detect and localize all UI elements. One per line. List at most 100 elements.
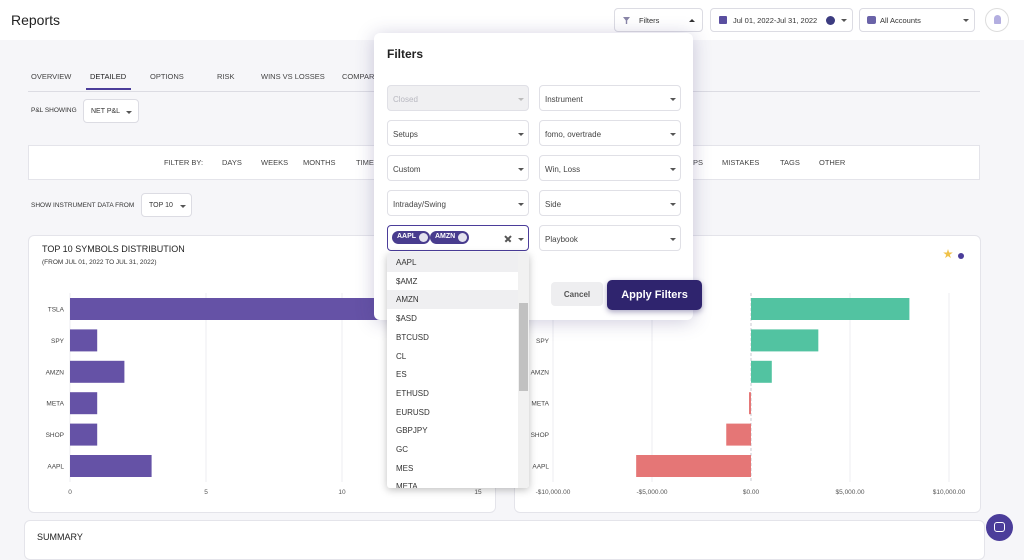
caret (670, 203, 676, 206)
chip-label: AMZN (435, 233, 456, 240)
tab[interactable]: WINS VS LOSSES (261, 72, 325, 81)
chip-remove[interactable] (419, 233, 429, 242)
date-range: Jul 01, 2022-Jul 31, 2022 (733, 16, 818, 25)
bar (70, 455, 152, 477)
instrument-field[interactable]: AAPL AMZN (387, 225, 529, 251)
select-field[interactable]: Playbook (539, 225, 681, 251)
tab[interactable]: OVERVIEW (31, 72, 72, 81)
chart-title: TOP 10 SYMBOLS DISTRIBUTION (42, 244, 185, 254)
filter-item[interactable]: TAGS (780, 158, 800, 167)
y-tick-label: AAPL (47, 464, 64, 471)
tab[interactable]: COMPARE (342, 72, 380, 81)
date-picker[interactable]: Jul 01, 2022-Jul 31, 2022 (710, 8, 853, 32)
calendar-icon (719, 16, 727, 24)
cancel-button[interactable]: Cancel (551, 282, 603, 306)
summary-title: SUMMARY (37, 532, 83, 542)
caret (518, 168, 524, 171)
dropdown-option[interactable]: CL (396, 351, 407, 361)
select-field[interactable]: Custom (387, 155, 529, 181)
dropdown-option[interactable]: GBPJPY (396, 426, 428, 436)
info-dot[interactable] (958, 253, 964, 259)
chat-icon (994, 522, 1005, 532)
scrollbar-thumb[interactable] (519, 303, 528, 391)
y-tick-label: AAPL (532, 464, 549, 471)
select-field[interactable]: Intraday/Swing (387, 190, 529, 216)
chart-subtitle: (FROM JUL 01, 2022 TO JUL 31, 2022) (42, 259, 157, 266)
y-tick-label: AMZN (46, 369, 65, 376)
field-label: Side (545, 200, 562, 209)
caret (841, 19, 847, 22)
field-label: Closed (393, 95, 418, 104)
dropdown-option[interactable]: META (396, 482, 418, 488)
chip-remove[interactable] (458, 233, 468, 242)
tab[interactable]: OPTIONS (150, 72, 184, 81)
field-label: Win, Loss (545, 165, 581, 174)
select-field[interactable]: fomo, overtrade (539, 120, 681, 146)
select-field[interactable]: Side (539, 190, 681, 216)
caret (518, 98, 524, 101)
bar (636, 455, 751, 477)
bell-button[interactable] (985, 8, 1009, 32)
y-tick-label: META (46, 401, 64, 408)
select-field[interactable]: Win, Loss (539, 155, 681, 181)
x-tick-label: 5 (204, 489, 208, 496)
filter-item[interactable]: WEEKS (261, 158, 289, 167)
y-tick-label: SHOP (46, 432, 64, 439)
page-title: Reports (11, 12, 61, 28)
apply-button[interactable]: Apply Filters (607, 280, 702, 310)
dropdown-option[interactable]: AAPL (387, 253, 518, 272)
caret (689, 19, 695, 22)
bar (751, 298, 910, 320)
dropdown-option[interactable]: $AMZ (396, 276, 418, 286)
x-tick-label: $0.00 (743, 489, 760, 496)
chip[interactable]: AMZN (430, 231, 470, 244)
bar (70, 392, 98, 415)
y-tick-label: SPY (536, 338, 550, 345)
caret (670, 98, 676, 101)
bar (70, 329, 98, 352)
dropdown: AAPL $AMZ AMZN $ASD BTCUSD CL ES ETHUSD EURUSD GB… (387, 253, 529, 488)
tab-underline (86, 88, 131, 90)
instrument-value: TOP 10 (149, 202, 173, 209)
dropdown-option[interactable]: ES (396, 370, 407, 380)
caret (180, 205, 186, 208)
x-tick-label: 15 (474, 489, 482, 496)
bell-icon (994, 15, 1001, 24)
filters-button[interactable]: Filters (614, 8, 703, 32)
filter-icon (623, 17, 630, 24)
filter-item[interactable]: MISTAKES (722, 158, 760, 167)
favorite-star[interactable] (943, 249, 953, 259)
dropdown-option[interactable]: GC (396, 445, 408, 454)
caret (963, 19, 969, 22)
tab[interactable]: DETAILED (90, 72, 127, 81)
accounts-select[interactable]: All Accounts (859, 8, 975, 32)
tab[interactable]: RISK (217, 72, 235, 81)
filter-by-label: FILTER BY: (164, 158, 204, 167)
select-field[interactable]: Setups (387, 120, 529, 146)
filter-item[interactable]: OTHER (819, 158, 846, 167)
dropdown-option[interactable]: BTCUSD (396, 332, 429, 342)
y-tick-label: META (531, 401, 549, 408)
dropdown-option[interactable]: EURUSD (396, 407, 430, 417)
pnl-select[interactable]: NET P&L (83, 99, 139, 123)
y-tick-label: SHOP (531, 432, 549, 439)
chat-button[interactable] (986, 514, 1013, 541)
filter-item[interactable]: TIME (356, 158, 374, 167)
field-label: fomo, overtrade (545, 130, 602, 139)
accounts-label: All Accounts (880, 16, 921, 25)
field-label: Custom (393, 165, 421, 174)
dropdown-option[interactable]: MES (396, 463, 414, 473)
filter-item[interactable]: DAYS (222, 158, 242, 167)
x-tick-label: -$10,000.00 (536, 489, 571, 496)
dropdown-option[interactable]: ETHUSD (396, 388, 429, 398)
x-tick-label: $5,000.00 (836, 489, 865, 496)
instrument-select[interactable]: TOP 10 (141, 193, 192, 217)
filter-item[interactable]: MONTHS (303, 158, 336, 167)
dropdown-option[interactable]: AMZN (387, 290, 518, 310)
bar (751, 360, 772, 383)
caret (518, 133, 524, 136)
dropdown-option[interactable]: $ASD (396, 314, 417, 324)
select-field[interactable]: Instrument (539, 85, 681, 111)
chip[interactable]: AAPL (392, 231, 431, 244)
